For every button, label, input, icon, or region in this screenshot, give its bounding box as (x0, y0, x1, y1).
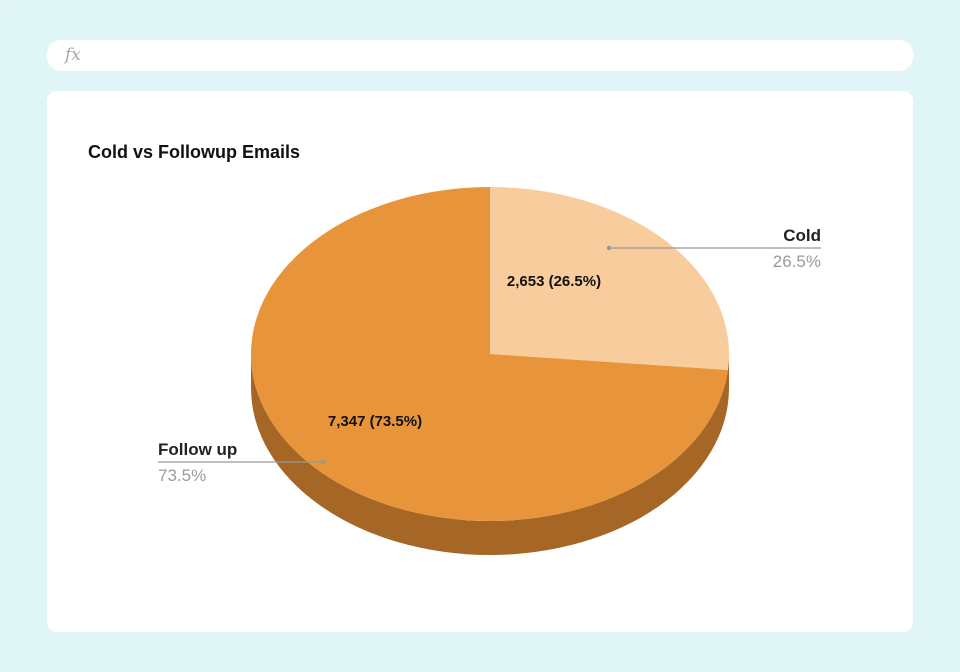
slice-value-label-follow-up: 7,347 (73.5%) (328, 413, 422, 430)
chart-title: Cold vs Followup Emails (88, 142, 301, 162)
leader-dot-follow-up (320, 459, 326, 465)
callout-label-follow-up: Follow up (158, 440, 237, 459)
callout-percent-follow-up: 73.5% (158, 466, 206, 485)
callout-percent-cold: 26.5% (773, 252, 821, 271)
formula-bar[interactable]: fx (47, 40, 913, 71)
pie-slice-follow-up[interactable] (251, 187, 728, 521)
leader-dot-cold (606, 245, 612, 251)
slice-value-label-cold: 2,653 (26.5%) (507, 273, 601, 290)
chart-card[interactable]: Cold vs Followup Emails 2,653 (26.5%) Col… (47, 91, 913, 632)
pie-slice-cold[interactable] (490, 187, 729, 371)
pie-side-wall (251, 354, 729, 555)
pie-chart: 2,653 (26.5%) Cold 26.5% 7,347 (73.5%) Follo… (158, 187, 821, 555)
callout-label-cold: Cold (783, 226, 821, 245)
fx-icon: fx (65, 45, 81, 65)
